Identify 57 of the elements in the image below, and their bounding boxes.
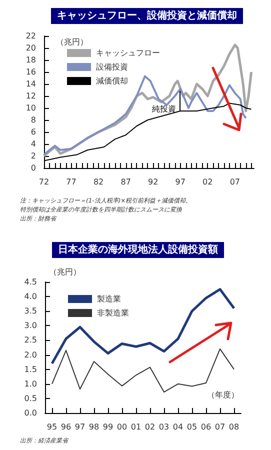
x-tick-label: 01 (130, 422, 142, 432)
y-tick-label: 4 (30, 140, 36, 148)
y-tick-label: 0.5 (24, 394, 37, 403)
x-tick-label: 92 (148, 178, 158, 186)
x-tick-label: 00 (116, 422, 128, 432)
y-tick-label: 12 (26, 92, 36, 100)
x-tick-label: 97 (74, 422, 86, 432)
chart-title: キャッシュフロー、設備投資と減価償却 (57, 10, 237, 22)
x-tick-label: 03 (158, 422, 170, 432)
legend-label: 設備投資 (96, 62, 128, 72)
line-series (43, 75, 247, 156)
y-tick-label: 1.5 (24, 364, 37, 374)
y-tick-label: 0.0 (24, 408, 37, 418)
y-tick-label: 16 (26, 68, 36, 76)
x-tick-label: 96 (60, 422, 72, 432)
y-tick-label: 20 (26, 44, 36, 52)
y-tick-label: 0 (30, 164, 36, 172)
y-tick-label: 4.0 (24, 292, 37, 302)
chart-title: 日本企業の海外現地法人設備投資額 (58, 244, 218, 256)
y-tick-label: 2.5 (24, 336, 37, 345)
y-tick-label: 10 (26, 104, 36, 112)
x-tick-label: 72 (38, 178, 50, 186)
y-axis-title: （兆円） (56, 38, 88, 46)
x-tick-label: 04 (172, 422, 184, 432)
x-tick-label: 07 (230, 178, 240, 186)
y-tick-label: 1.0 (24, 379, 37, 388)
x-tick-label: 77 (66, 178, 76, 186)
x-tick-label: 07 (214, 422, 226, 432)
y-tick-label: 18 (26, 56, 36, 64)
x-tick-label: 02 (144, 422, 156, 432)
x-tick-label: 98 (88, 422, 100, 432)
x-axis-title: （年度） (207, 390, 239, 400)
x-tick-label: 99 (102, 422, 114, 432)
y-tick-label: 4.5 (24, 278, 37, 286)
y-tick-label: 2 (30, 152, 36, 160)
x-tick-label: 08 (228, 422, 240, 432)
y-tick-label: 3.0 (24, 321, 37, 330)
x-tick-label: 95 (46, 422, 58, 432)
legend-label: キャッシュフロー (96, 48, 160, 58)
x-tick-label: 05 (186, 422, 198, 432)
y-axis-title: （兆円） (49, 268, 81, 276)
y-tick-label: 2.0 (24, 350, 37, 360)
y-tick-label: 8 (30, 116, 36, 124)
x-tick-label: 87 (120, 178, 131, 186)
x-tick-label: 02 (202, 178, 213, 186)
y-tick-label: 3.5 (24, 306, 37, 316)
legend-label: 非製造業 (97, 308, 129, 318)
y-tick-label: 14 (26, 80, 36, 88)
annotation: 純投資 (152, 104, 176, 114)
x-tick-label: 82 (93, 178, 104, 186)
y-tick-label: 6 (30, 128, 36, 136)
legend-label: 製造業 (97, 294, 121, 304)
x-tick-label: 97 (175, 178, 186, 186)
x-tick-label: 06 (200, 422, 212, 432)
legend-label: 減価償却 (96, 76, 128, 86)
y-tick-label: 22 (26, 32, 36, 40)
line-series (50, 288, 236, 365)
